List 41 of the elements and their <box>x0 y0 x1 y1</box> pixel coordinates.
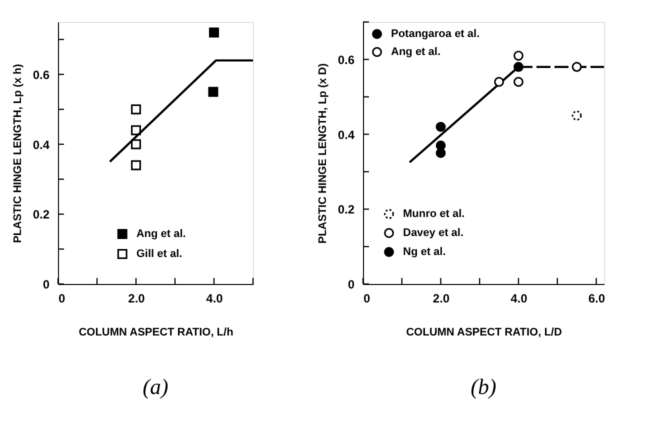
point <box>131 125 141 136</box>
text: (a) <box>142 374 168 399</box>
legend-label: Potangaroa et al. <box>391 28 480 40</box>
x-tick-label: 4.0 <box>206 292 224 306</box>
x-axis-title: COLUMN ASPECT RATIO, L/D <box>406 326 562 338</box>
point <box>131 160 141 170</box>
point <box>436 122 446 132</box>
y-tick-label: 0.4 <box>338 128 355 142</box>
x-tick-label: 4.0 <box>510 292 528 306</box>
y-tick-label: 0.6 <box>32 68 50 82</box>
x-tick-label: 0 <box>58 292 66 306</box>
x-tick-label: 2.0 <box>432 292 450 306</box>
x-tick-label: 6.0 <box>588 292 606 306</box>
point <box>208 86 218 97</box>
y-axis-title: PLASTIC HINGE LENGTH, Lp (x h) <box>12 64 24 244</box>
point <box>514 76 524 87</box>
legend-label: Davey et al. <box>403 227 464 239</box>
y-tick-label: 0 <box>42 278 50 292</box>
y-axis-title: PLASTIC HINGE LENGTH, Lp (x D) <box>316 63 329 244</box>
y-tick-label: 0 <box>348 278 355 292</box>
point <box>514 62 524 72</box>
legend-label: Ang et al. <box>391 46 441 58</box>
point <box>436 148 446 158</box>
y-tick-label: 0.2 <box>32 208 50 222</box>
x-axis-title: COLUMN ASPECT RATIO, L/h <box>78 326 234 338</box>
point <box>494 76 504 87</box>
text: (b) <box>470 374 496 399</box>
y-tick-label: 0.2 <box>338 202 355 217</box>
point <box>131 139 141 150</box>
y-tick-label: 0.6 <box>338 52 355 67</box>
point <box>131 104 141 114</box>
y-tick-label: 0.4 <box>32 138 50 152</box>
x-tick-label: 2.0 <box>128 292 146 306</box>
legend-label: Ang et al. <box>136 228 186 240</box>
point <box>209 27 219 38</box>
legend-label: Gill et al. <box>136 248 182 260</box>
point <box>572 62 582 72</box>
x-tick-label: 0 <box>364 292 370 306</box>
legend-label: Munro et al. <box>403 208 465 220</box>
point <box>514 50 524 61</box>
legend-label: Ng et al. <box>403 246 446 258</box>
